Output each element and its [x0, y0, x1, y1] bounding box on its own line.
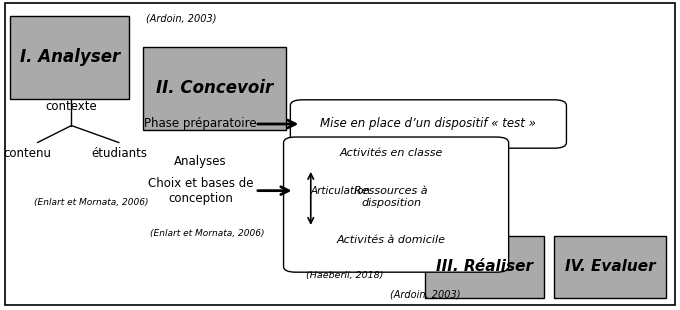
Text: II. Concevoir: II. Concevoir: [156, 79, 273, 97]
Text: Activités à domicile: Activités à domicile: [337, 235, 445, 245]
Text: contenu: contenu: [3, 147, 51, 160]
Text: étudiants: étudiants: [91, 147, 147, 160]
Text: (Enlart et Mornata, 2006): (Enlart et Mornata, 2006): [150, 229, 264, 238]
Text: Ressources à
disposition: Ressources à disposition: [354, 186, 428, 208]
Text: (Ardoin, 2003): (Ardoin, 2003): [390, 289, 460, 299]
Text: Articulation: Articulation: [311, 186, 371, 196]
Text: Mise en place d’un dispositif « test »: Mise en place d’un dispositif « test »: [320, 117, 537, 131]
FancyBboxPatch shape: [10, 16, 129, 99]
FancyBboxPatch shape: [554, 236, 666, 298]
Text: (Enlart et Mornata, 2006): (Enlart et Mornata, 2006): [34, 198, 148, 207]
Text: IV. Evaluer: IV. Evaluer: [565, 259, 656, 274]
Text: contexte: contexte: [46, 100, 97, 113]
FancyBboxPatch shape: [143, 46, 286, 130]
Text: Choix et bases de
conception: Choix et bases de conception: [148, 177, 254, 205]
FancyBboxPatch shape: [284, 137, 509, 272]
Text: I. Analyser: I. Analyser: [20, 48, 120, 66]
Text: Activités en classe: Activités en classe: [339, 148, 443, 158]
Text: Analyses: Analyses: [174, 155, 227, 168]
Text: III. Réaliser: III. Réaliser: [436, 259, 533, 274]
FancyBboxPatch shape: [425, 236, 544, 298]
Text: (Haeberli, 2018): (Haeberli, 2018): [306, 271, 384, 280]
Text: (Ardoin, 2003): (Ardoin, 2003): [146, 14, 217, 24]
FancyBboxPatch shape: [290, 100, 566, 148]
Text: Phase préparatoire: Phase préparatoire: [144, 117, 257, 131]
